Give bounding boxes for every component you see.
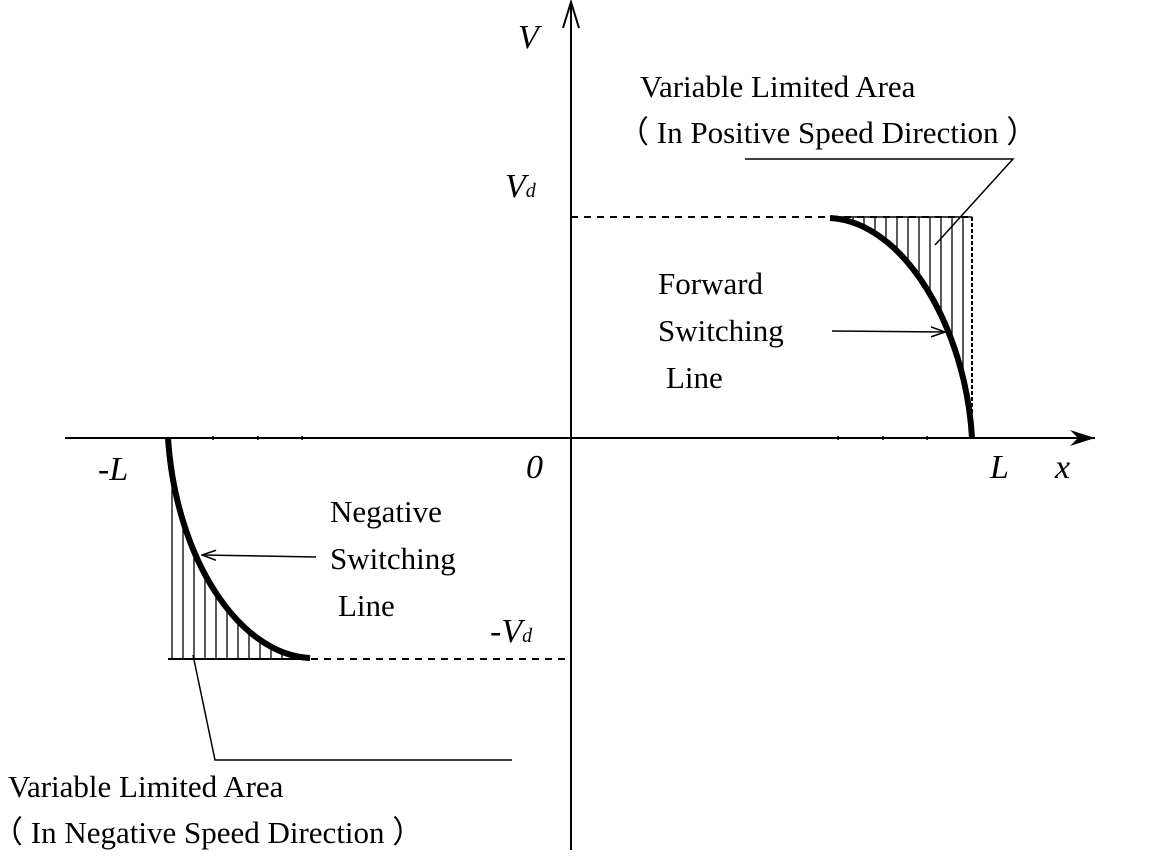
vd-label: Vd xyxy=(505,168,537,205)
positive-area-subtitle: （ In Positive Speed Direction ） xyxy=(618,115,1037,150)
negative-label-2: Switching xyxy=(330,541,456,576)
negative-area-title: Variable Limited Area xyxy=(8,769,284,804)
negative-label-3: Line xyxy=(338,588,395,623)
neg-l-label: -L xyxy=(98,451,128,488)
x-axis-label: x xyxy=(1054,449,1070,486)
x-axis-ticks xyxy=(212,436,928,440)
x-axis-arrow-icon xyxy=(1070,430,1095,446)
forward-label-2: Switching xyxy=(658,313,784,348)
forward-label-1: Forward xyxy=(658,266,764,301)
negative-switching-curve xyxy=(165,437,311,661)
negative-area-subtitle: （ In Negative Speed Direction ） xyxy=(0,815,423,850)
y-axis-arrow-icon xyxy=(562,0,580,30)
negative-label-1: Negative xyxy=(330,494,442,529)
neg-vd-label: -Vd xyxy=(490,613,533,650)
forward-label-3: Line xyxy=(666,360,723,395)
positive-area-title: Variable Limited Area xyxy=(640,69,916,104)
origin-label: 0 xyxy=(526,449,543,486)
forward-switching-curve xyxy=(829,215,975,439)
positive-area-leader xyxy=(745,158,1015,246)
l-label: L xyxy=(989,449,1009,486)
negative-area-leader xyxy=(192,654,512,761)
y-axis-label: V xyxy=(518,19,543,56)
negative-arrow-icon xyxy=(202,555,317,557)
forward-arrow-icon xyxy=(831,331,945,332)
